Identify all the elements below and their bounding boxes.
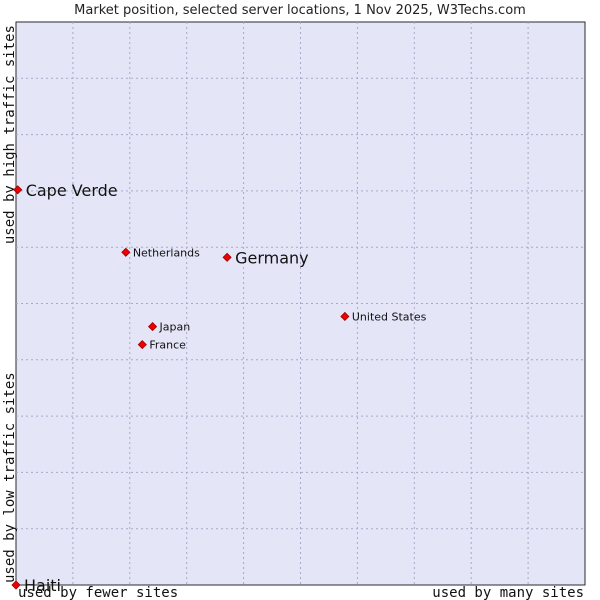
point-cape-verde: Cape Verde <box>13 181 118 200</box>
x-axis-low-label: used by fewer sites <box>18 585 178 600</box>
point-marker <box>137 340 147 350</box>
point-label: Germany <box>235 248 309 267</box>
point-label: Japan <box>159 321 191 334</box>
point-marker <box>222 252 232 262</box>
point-label: Haiti <box>24 576 61 595</box>
point-haiti: Haiti <box>11 576 61 595</box>
y-axis-low-label: used by low traffic sites <box>2 372 18 583</box>
point-label: France <box>149 339 186 352</box>
point-united-states: United States <box>340 310 427 323</box>
grid-lines <box>16 22 585 585</box>
point-marker <box>13 185 23 195</box>
point-germany: Germany <box>222 248 309 267</box>
point-france: France <box>137 339 186 352</box>
point-label: United States <box>352 310 427 323</box>
point-japan: Japan <box>147 321 191 334</box>
point-netherlands: Netherlands <box>121 246 200 259</box>
point-marker <box>11 580 21 590</box>
point-marker <box>147 322 158 332</box>
point-marker <box>340 311 350 322</box>
data-points: Cape Verde Netherlands Germany United State… <box>11 181 427 595</box>
chart-title: Market position, selected server locatio… <box>74 3 526 18</box>
point-marker <box>121 247 131 257</box>
point-label: Netherlands <box>133 246 200 259</box>
x-axis-high-label: used by many sites <box>432 585 584 600</box>
y-axis-high-label: used by high traffic sites <box>2 25 18 244</box>
point-label: Cape Verde <box>26 181 118 200</box>
